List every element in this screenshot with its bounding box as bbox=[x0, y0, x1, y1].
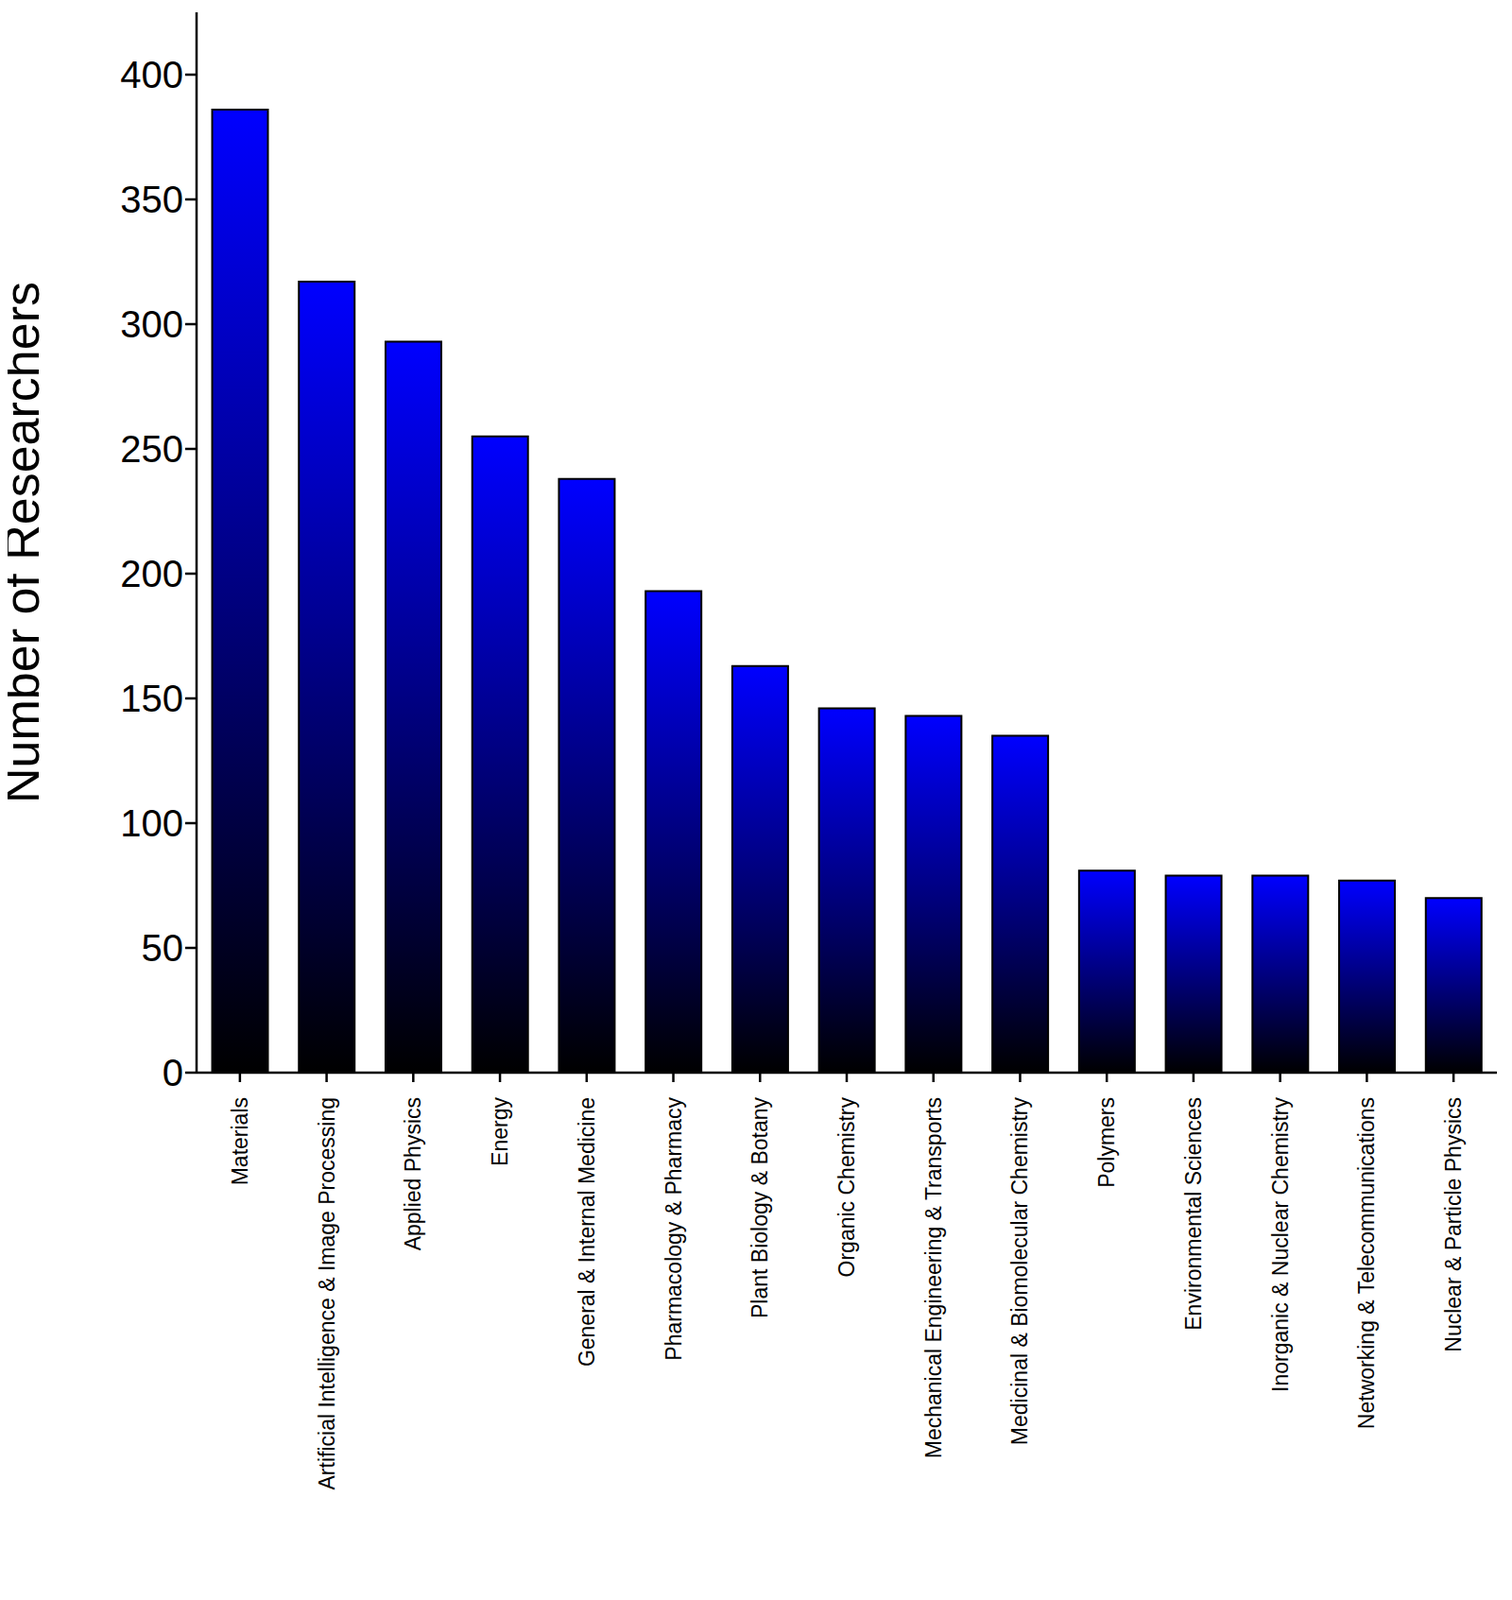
svg-text:Pharmacology & Pharmacy: Pharmacology & Pharmacy bbox=[661, 1097, 687, 1361]
svg-text:Plant Biology & Botany: Plant Biology & Botany bbox=[747, 1097, 773, 1319]
svg-text:Applied Physics: Applied Physics bbox=[400, 1097, 426, 1251]
svg-text:Mechanical Engineering & Trans: Mechanical Engineering & Transports bbox=[921, 1097, 946, 1459]
svg-text:350: 350 bbox=[120, 178, 184, 221]
svg-text:General & Internal Medicine: General & Internal Medicine bbox=[574, 1097, 600, 1367]
svg-text:Inorganic & Nuclear Chemistry: Inorganic & Nuclear Chemistry bbox=[1268, 1097, 1293, 1392]
svg-text:400: 400 bbox=[120, 53, 184, 96]
svg-text:50: 50 bbox=[141, 927, 185, 969]
svg-text:150: 150 bbox=[120, 677, 184, 720]
svg-text:100: 100 bbox=[120, 802, 184, 844]
svg-text:Energy: Energy bbox=[487, 1097, 513, 1167]
svg-text:Organic Chemistry: Organic Chemistry bbox=[834, 1097, 860, 1278]
svg-text:200: 200 bbox=[120, 552, 184, 595]
svg-text:Polymers: Polymers bbox=[1094, 1097, 1119, 1188]
svg-text:Environmental Sciences: Environmental Sciences bbox=[1181, 1097, 1206, 1331]
svg-text:300: 300 bbox=[120, 303, 184, 345]
svg-text:Networking & Telecommunication: Networking & Telecommunications bbox=[1354, 1097, 1379, 1429]
svg-text:Materials: Materials bbox=[227, 1097, 253, 1186]
svg-text:Medicinal & Biomolecular Chemi: Medicinal & Biomolecular Chemistry bbox=[1007, 1097, 1032, 1446]
svg-text:Artificial Intelligence & Imag: Artificial Intelligence & Image Processi… bbox=[314, 1097, 340, 1490]
svg-text:0: 0 bbox=[162, 1051, 184, 1094]
svg-text:Nuclear & Particle Physics: Nuclear & Particle Physics bbox=[1441, 1097, 1466, 1353]
svg-text:250: 250 bbox=[120, 428, 184, 470]
svg-text:Number of Researchers: Number of Researchers bbox=[7, 281, 50, 804]
